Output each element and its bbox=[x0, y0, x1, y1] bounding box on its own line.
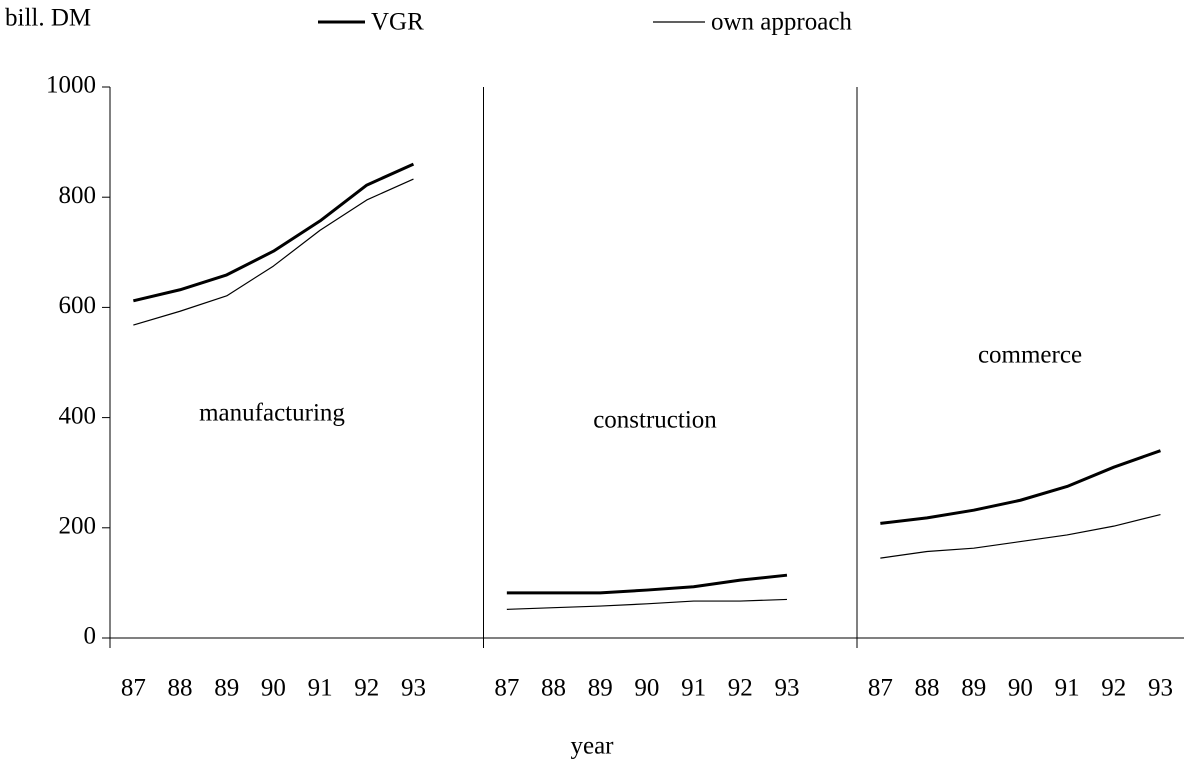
x-tick-label: 92 bbox=[1101, 675, 1126, 702]
y-tick-label: 800 bbox=[59, 182, 97, 209]
series-line bbox=[880, 449, 1161, 525]
x-tick-label: 93 bbox=[774, 675, 799, 702]
series-line bbox=[506, 598, 787, 610]
x-tick-label: 88 bbox=[168, 675, 193, 702]
legend-label: own approach bbox=[711, 9, 852, 36]
series-line bbox=[506, 573, 788, 595]
series-line bbox=[133, 178, 414, 326]
y-tick-label: 400 bbox=[59, 402, 97, 429]
y-tick-label: 0 bbox=[84, 623, 97, 650]
x-tick-label: 91 bbox=[681, 675, 706, 702]
x-tick-label: 93 bbox=[401, 675, 426, 702]
x-tick-label: 90 bbox=[634, 675, 659, 702]
x-tick-label: 90 bbox=[261, 675, 286, 702]
x-tick-label: 93 bbox=[1148, 675, 1173, 702]
x-tick-label: 87 bbox=[121, 675, 146, 702]
panel-label: construction bbox=[593, 407, 717, 434]
y-tick-label: 1000 bbox=[46, 72, 96, 99]
y-tick-label: 200 bbox=[59, 513, 97, 540]
y-axis-label: bill. DM bbox=[5, 5, 91, 32]
x-tick-label: 87 bbox=[494, 675, 519, 702]
x-tick-label: 88 bbox=[541, 675, 566, 702]
panel-label: commerce bbox=[978, 342, 1082, 369]
x-tick-label: 88 bbox=[915, 675, 940, 702]
x-tick-label: 91 bbox=[1055, 675, 1080, 702]
legend-label: VGR bbox=[371, 9, 424, 36]
series-line bbox=[880, 513, 1161, 559]
y-tick-label: 600 bbox=[59, 292, 97, 319]
x-tick-label: 92 bbox=[354, 675, 379, 702]
panel-label: manufacturing bbox=[199, 400, 345, 427]
x-tick-label: 89 bbox=[588, 675, 613, 702]
x-tick-label: 90 bbox=[1008, 675, 1033, 702]
x-tick-label: 92 bbox=[728, 675, 753, 702]
x-axis-label: year bbox=[570, 733, 614, 760]
series-line bbox=[132, 162, 415, 303]
x-tick-label: 87 bbox=[868, 675, 893, 702]
x-tick-label: 91 bbox=[308, 675, 333, 702]
x-tick-label: 89 bbox=[961, 675, 986, 702]
x-tick-label: 89 bbox=[214, 675, 239, 702]
